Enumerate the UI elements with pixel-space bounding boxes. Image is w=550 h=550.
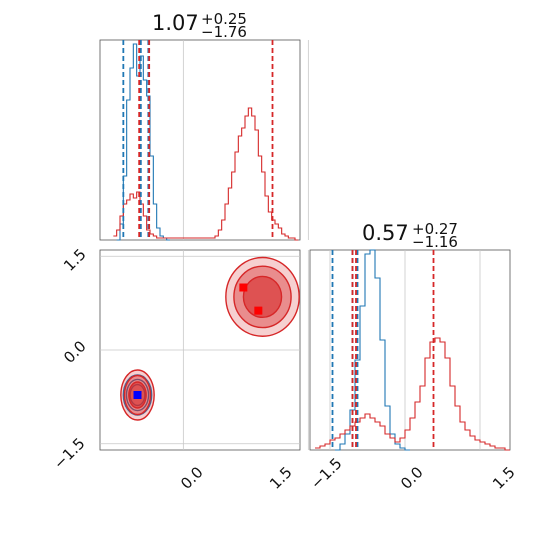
top-left-title-upper: +0.25 bbox=[201, 10, 247, 28]
bl-ytick-label: 1.5 bbox=[60, 245, 90, 275]
br-histogram-step bbox=[315, 337, 510, 451]
tl-histogram-step bbox=[116, 43, 170, 241]
top-left-axes-frame bbox=[99, 39, 301, 241]
br-xtick-label: 1.5 bbox=[489, 463, 519, 493]
bl-marker bbox=[254, 306, 263, 315]
bl-marker bbox=[239, 283, 248, 292]
br-xtick-label: 0.0 bbox=[397, 463, 427, 493]
top-left-title-value: 1.07 bbox=[152, 11, 199, 35]
br-xtick-label: −1.5 bbox=[307, 454, 345, 492]
bottom-right-title-value: 0.57 bbox=[362, 221, 409, 245]
top-left-title-lower: −1.76 bbox=[201, 23, 247, 41]
bl-xtick-label: 0.0 bbox=[177, 463, 207, 493]
tl-histogram-step bbox=[113, 107, 299, 241]
bl-contour-level bbox=[125, 378, 150, 412]
bottom-left-scatter-panel: 1.5 0.0 −1.5 0.0 1.5 bbox=[50, 245, 309, 493]
bl-marker bbox=[133, 391, 142, 399]
bl-ytick-label: −1.5 bbox=[50, 434, 88, 472]
bl-xtick-label: 1.5 bbox=[266, 463, 296, 493]
bottom-right-title-upper: +0.27 bbox=[412, 220, 458, 238]
top-left-histogram-panel: 1.07 +0.25 −1.76 bbox=[99, 10, 309, 241]
bl-ytick-label: 0.0 bbox=[60, 337, 90, 367]
bottom-right-histogram-panel: 0.57 +0.27 −1.16 −1.5 0.0 1.5 bbox=[307, 220, 519, 493]
br-histogram-step bbox=[335, 249, 410, 451]
bl-contour-level bbox=[242, 275, 283, 319]
bottom-right-title-lower: −1.16 bbox=[412, 233, 458, 251]
